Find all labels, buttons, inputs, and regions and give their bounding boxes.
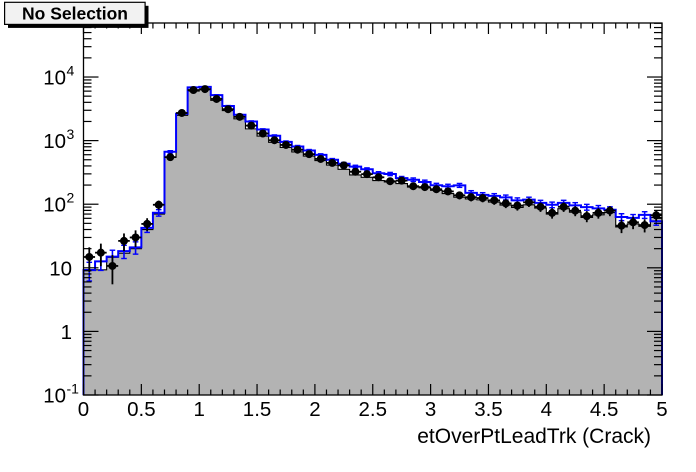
- x-tick-label: 1.5: [243, 398, 272, 421]
- data-point: [268, 136, 281, 145]
- data-point: [338, 161, 350, 170]
- x-tick-label: 2: [309, 398, 320, 421]
- data-point: [257, 129, 269, 138]
- data-point: [361, 170, 373, 179]
- x-tick-label: 4: [541, 398, 552, 421]
- x-tick-label: 1: [193, 398, 204, 421]
- data-point: [245, 121, 258, 130]
- data-points: [83, 85, 662, 285]
- data-point: [465, 193, 477, 202]
- data-point: [407, 182, 420, 191]
- y-tick-label: 10: [49, 257, 72, 280]
- y-tick-label: 10: [43, 194, 66, 217]
- y-tick-exponent: -1: [67, 381, 80, 397]
- data-point: [650, 210, 662, 222]
- data-point: [627, 216, 639, 230]
- y-tick-exponent: 2: [67, 190, 75, 206]
- data-point: [419, 183, 431, 192]
- data-point: [164, 153, 177, 162]
- data-point: [187, 86, 200, 95]
- data-point: [291, 145, 304, 154]
- y-tick-exponent: 4: [67, 63, 75, 79]
- data-point: [453, 191, 466, 200]
- data-point: [106, 254, 119, 285]
- plot-title: No Selection: [22, 4, 128, 24]
- data-point: [222, 105, 234, 114]
- data-point: [581, 211, 593, 223]
- data-point: [95, 243, 107, 267]
- data-point: [523, 198, 535, 207]
- data-point: [280, 140, 292, 149]
- title-box: No Selection: [3, 1, 149, 28]
- x-axis-labels: 0 0.5 1 1.5 2 2.5 3 3.5 4 4.5 5: [78, 398, 668, 421]
- data-point: [233, 112, 246, 121]
- data-point: [303, 150, 315, 159]
- data-point: [395, 176, 408, 185]
- x-tick-label: 3.5: [474, 398, 503, 421]
- x-axis-title: etOverPtLeadTrk (Crack): [417, 425, 651, 448]
- data-point: [638, 219, 651, 233]
- data-point: [141, 218, 153, 232]
- data-point: [326, 158, 339, 167]
- data-point: [500, 199, 512, 209]
- data-point: [557, 202, 570, 212]
- data-point: [592, 208, 605, 219]
- data-point: [488, 196, 501, 205]
- x-tick-label: 2.5: [359, 398, 388, 421]
- data-point: [615, 219, 628, 234]
- data-point: [384, 177, 396, 186]
- data-point: [129, 230, 142, 248]
- x-tick-label: 5: [656, 398, 667, 421]
- y-tick-label: 10: [43, 385, 66, 408]
- y-tick-label: 10: [43, 130, 66, 153]
- axes: [82, 22, 663, 396]
- data-point: [372, 173, 385, 182]
- data-point: [210, 94, 223, 103]
- data-point: [511, 201, 524, 211]
- data-point: [349, 167, 362, 176]
- data-point: [604, 206, 616, 217]
- x-tick-label: 0.5: [127, 398, 156, 421]
- data-point: [152, 200, 165, 210]
- filled-histogram: [82, 89, 663, 396]
- x-tick-label: 0: [78, 398, 89, 421]
- y-tick-label: 10: [43, 67, 66, 90]
- x-tick-label: 3: [425, 398, 436, 421]
- data-point: [430, 185, 443, 194]
- data-point: [546, 208, 558, 219]
- line-histogram: [82, 85, 663, 395]
- data-point: [569, 206, 582, 217]
- data-point: [176, 108, 188, 117]
- x-tick-label: 4.5: [590, 398, 619, 421]
- y-tick-exponent: 3: [67, 126, 75, 142]
- data-point: [314, 154, 327, 163]
- data-point: [476, 194, 489, 203]
- data-point: [199, 85, 211, 94]
- data-point: [442, 187, 454, 196]
- data-point: [118, 233, 130, 252]
- data-point: [534, 202, 547, 212]
- y-tick-label: 1: [61, 321, 72, 344]
